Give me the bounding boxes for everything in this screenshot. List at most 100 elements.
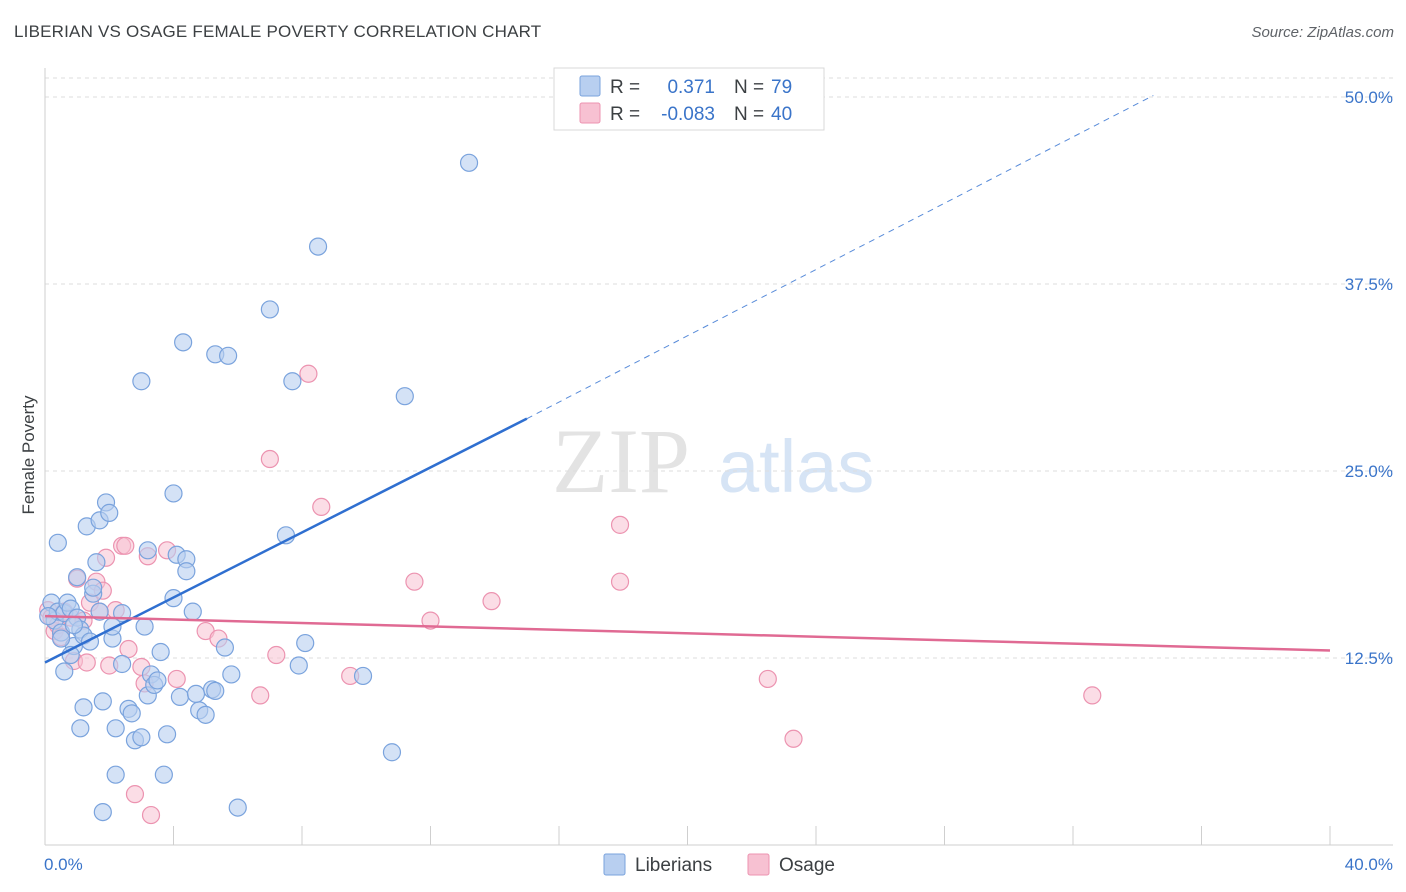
liberians-point: [186, 684, 206, 704]
liberians-point: [55, 662, 74, 681]
liberians-point: [296, 633, 315, 653]
liberians-point: [112, 654, 132, 674]
liberians-point: [154, 765, 173, 784]
legend-r-value-1: 0.371: [667, 77, 715, 98]
liberians-point: [135, 617, 154, 636]
osage-trend-line: [44, 614, 1331, 652]
liberians-point: [289, 656, 308, 675]
liberians-point: [74, 698, 93, 717]
liberians-point: [48, 533, 67, 552]
bottom-legend-swatch-liberians: [603, 853, 626, 876]
liberians-point: [51, 629, 71, 648]
bottom-legend-swatch-osage: [747, 853, 770, 876]
x-tick-label: 40.0%: [1345, 855, 1393, 874]
liberians-point: [206, 681, 225, 701]
x-tick-label: 0.0%: [44, 855, 83, 874]
liberians-point: [132, 372, 151, 391]
osage-point: [610, 515, 630, 534]
liberians-point: [64, 615, 84, 635]
liberians-points: [39, 153, 479, 822]
osage-point: [421, 611, 440, 630]
y-tick-label: 37.5%: [1345, 275, 1393, 294]
liberians-point: [222, 665, 241, 684]
watermark-atlas: atlas: [718, 425, 874, 508]
liberians-point: [100, 503, 119, 522]
osage-point: [167, 669, 186, 689]
osage-point: [405, 572, 424, 591]
liberians-point: [215, 638, 234, 657]
chart-title: LIBERIAN VS OSAGE FEMALE POVERTY CORRELA…: [14, 22, 542, 41]
liberians-trend-line: [44, 417, 528, 664]
liberians-point: [228, 798, 247, 817]
osage-point: [267, 645, 286, 665]
liberians-point: [68, 568, 87, 587]
liberians-point: [157, 725, 177, 744]
legend-swatch-liberians: [579, 75, 601, 97]
y-tick-label: 50.0%: [1345, 88, 1393, 107]
liberians-point: [353, 666, 373, 686]
y-tick-label: 25.0%: [1345, 462, 1393, 481]
osage-point: [610, 572, 630, 591]
osage-point: [116, 536, 135, 555]
legend-n-value-1: 79: [771, 77, 792, 98]
liberians-point: [260, 300, 279, 319]
trend-lines: [44, 95, 1331, 664]
legend-n-value-2: 40: [771, 104, 792, 125]
chart-source: Source: ZipAtlas.com: [1251, 24, 1394, 41]
osage-point: [482, 592, 501, 611]
grid-lines: [45, 77, 1393, 659]
legend-n-label-2: N =: [734, 104, 764, 125]
liberians-point: [395, 387, 414, 406]
liberians-point: [382, 743, 402, 762]
osage-point: [312, 497, 331, 517]
y-axis-label: Female Poverty: [19, 395, 38, 515]
liberians-point: [138, 541, 157, 560]
liberians-point: [106, 765, 125, 784]
series-legend: Liberians Osage: [603, 853, 835, 876]
osage-point: [77, 653, 96, 672]
liberians-point: [164, 484, 183, 503]
osage-point: [251, 686, 270, 705]
liberians-point: [90, 602, 109, 621]
osage-point: [784, 729, 803, 748]
liberians-point: [122, 704, 141, 723]
bottom-legend-osage: Osage: [779, 855, 835, 876]
liberians-point: [183, 602, 202, 621]
liberians-point: [459, 153, 479, 172]
liberians-point: [174, 333, 193, 352]
osage-point: [119, 639, 138, 659]
liberians-point: [87, 553, 106, 572]
legend-swatch-osage: [579, 102, 601, 124]
osage-point: [299, 364, 318, 383]
liberians-point: [71, 719, 90, 738]
liberians-point: [132, 728, 151, 747]
legend-r-value-2: -0.083: [661, 104, 715, 125]
osage-point: [1083, 686, 1102, 705]
tick-labels: 12.5% 25.0% 37.5% 50.0% 0.0% 40.0%: [44, 88, 1393, 874]
liberians-point: [308, 237, 328, 256]
legend-n-label-1: N =: [734, 77, 764, 98]
liberians-point: [196, 705, 215, 724]
liberians-point: [219, 346, 238, 365]
legend-r-label-1: R =: [610, 77, 640, 98]
bottom-legend-liberians: Liberians: [635, 855, 712, 876]
watermark-zip: ZIP: [552, 410, 690, 512]
osage-point: [260, 449, 279, 469]
osage-point: [125, 785, 145, 804]
liberians-trend-extension: [526, 95, 1154, 420]
liberians-point: [283, 372, 302, 391]
liberians-point: [151, 642, 170, 662]
liberians-point: [93, 802, 112, 822]
liberians-point: [148, 671, 167, 690]
liberians-point: [106, 719, 125, 738]
legend-r-label-2: R =: [610, 104, 640, 125]
correlation-legend: R = 0.371 N = 79 R = -0.083 N = 40: [553, 67, 825, 131]
liberians-point: [84, 578, 103, 597]
axes: [44, 68, 1393, 846]
osage-point: [141, 805, 161, 825]
y-tick-label: 12.5%: [1345, 649, 1393, 668]
liberians-point: [93, 692, 112, 711]
liberians-point: [170, 687, 190, 706]
osage-point: [758, 669, 777, 689]
